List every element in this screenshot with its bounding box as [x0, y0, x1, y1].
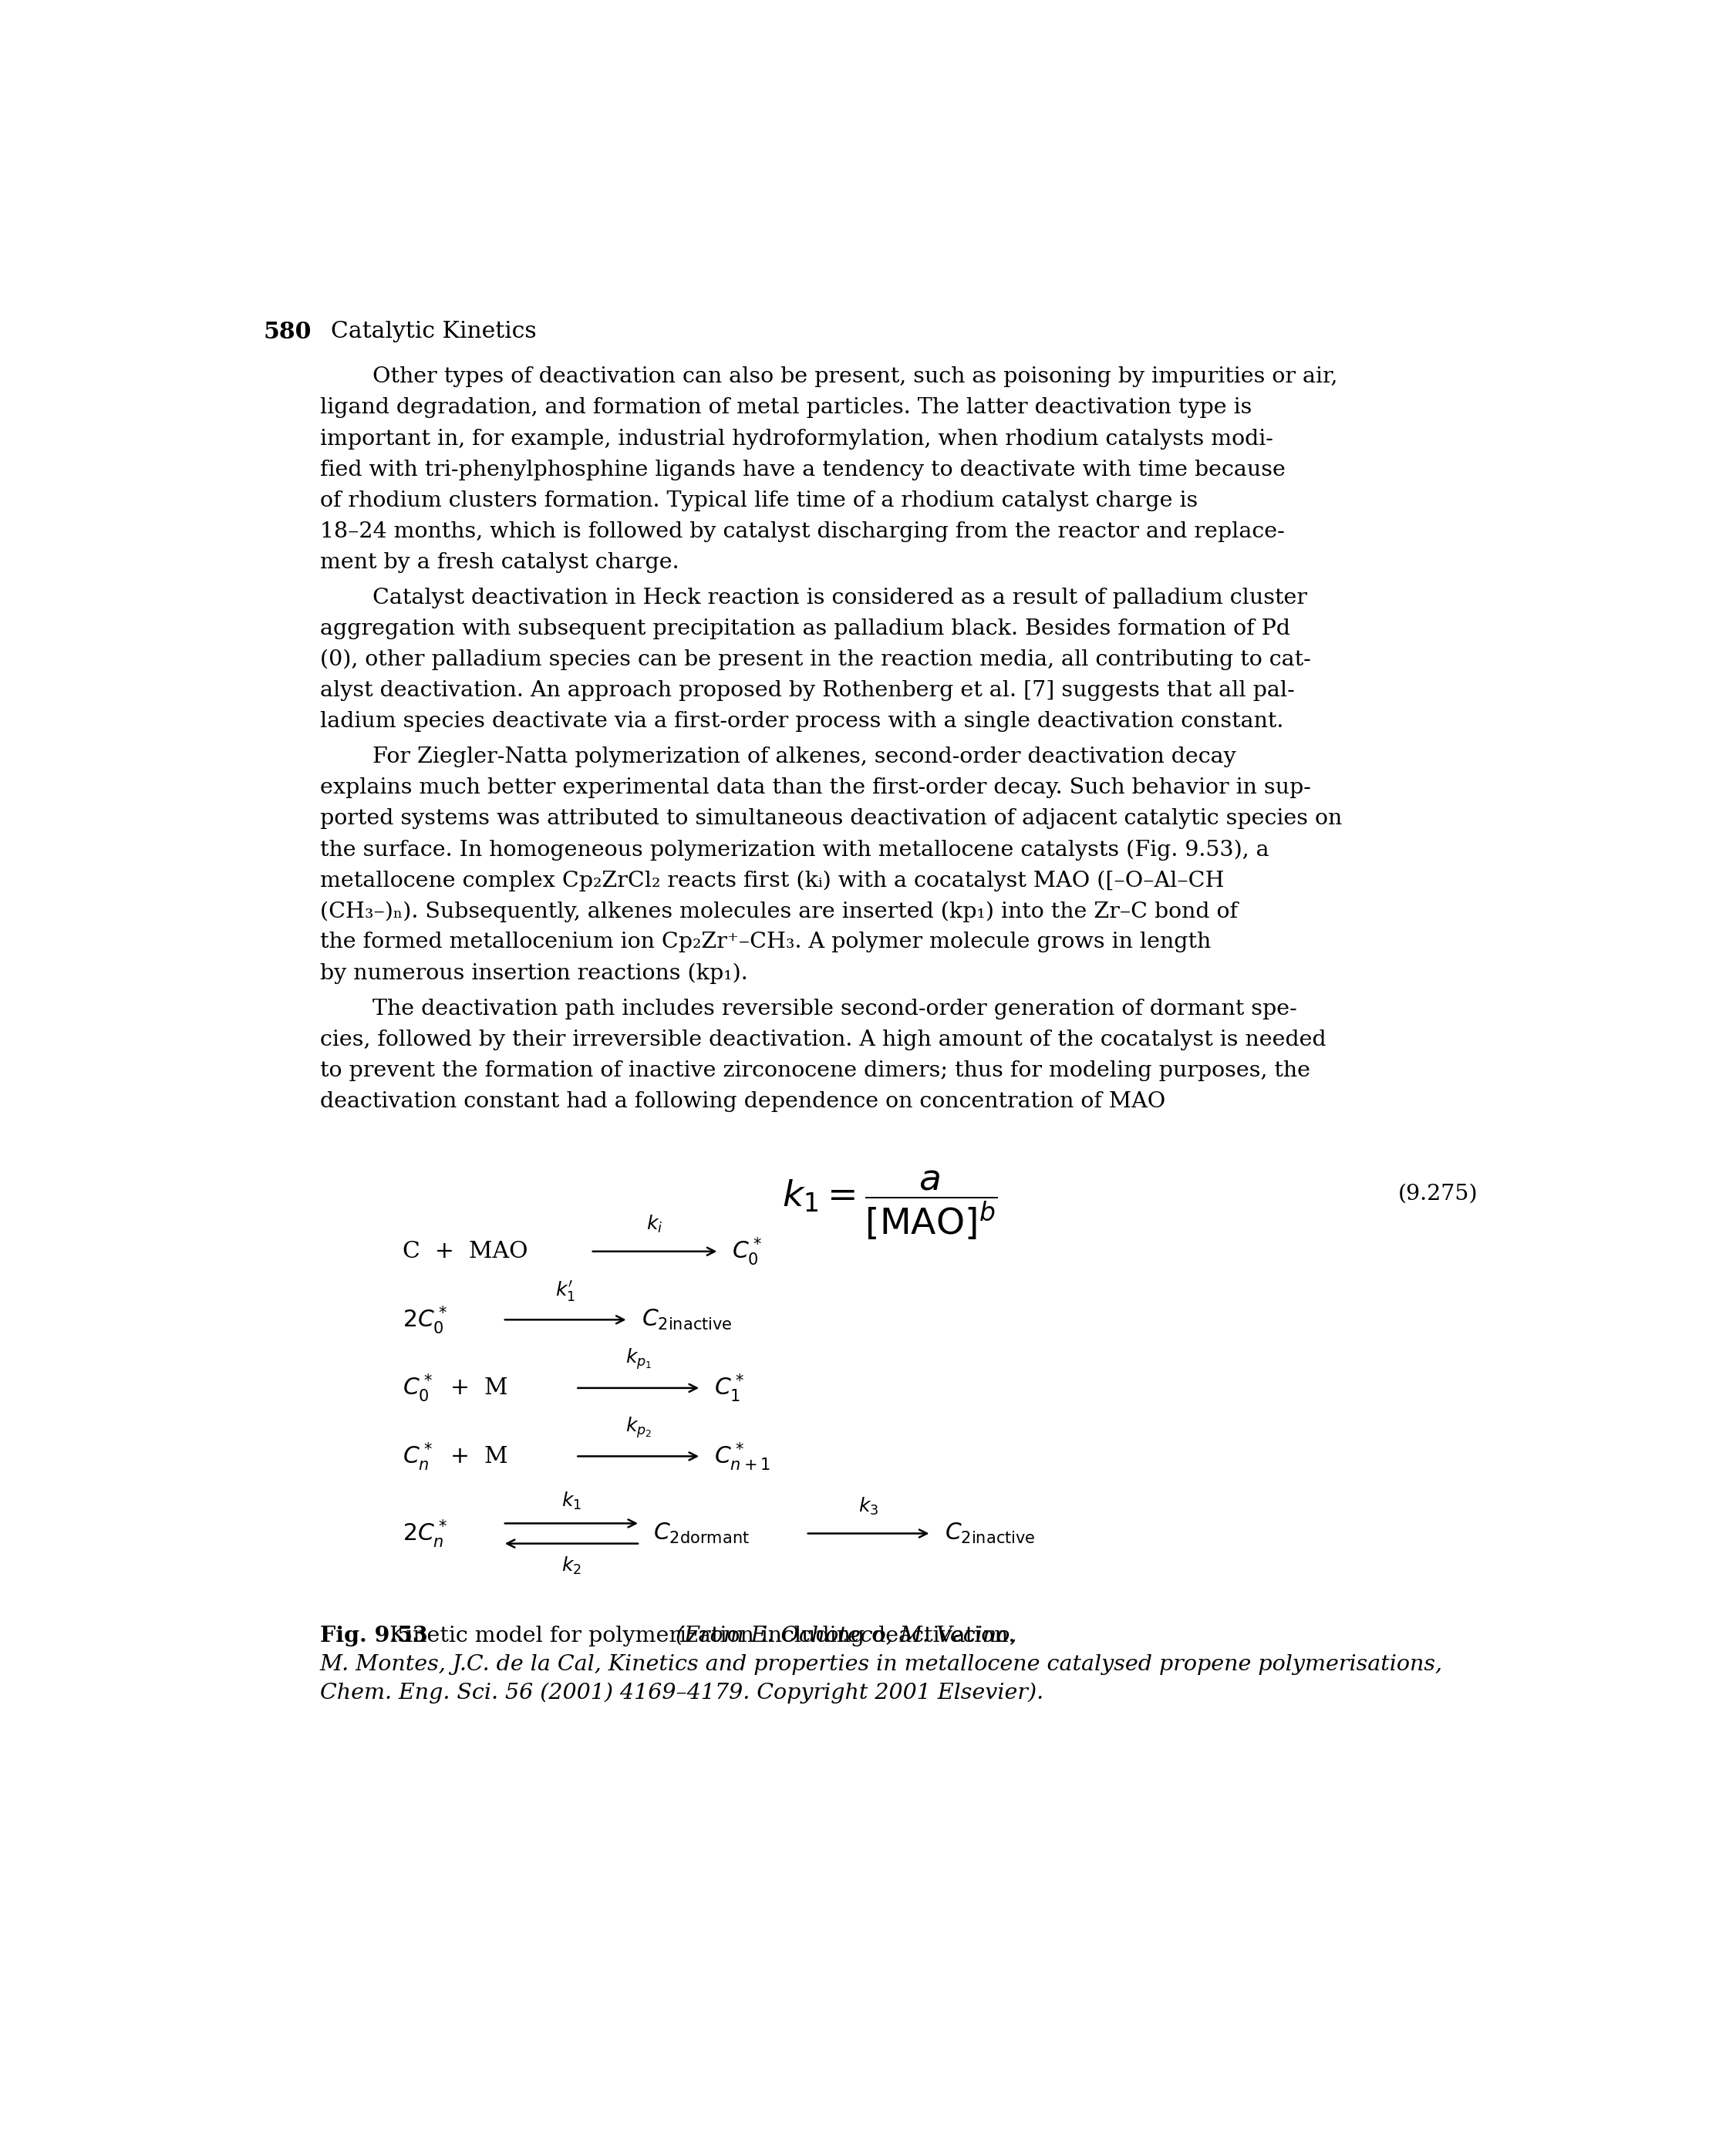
- Text: Catalyst deactivation in Heck reaction is considered as a result of palladium cl: Catalyst deactivation in Heck reaction i…: [373, 589, 1307, 608]
- Text: $C_0^*$: $C_0^*$: [733, 1235, 762, 1267]
- Text: ladium species deactivate via a first-order process with a single deactivation c: ladium species deactivate via a first-or…: [319, 710, 1283, 732]
- Text: by numerous insertion reactions (kp₁).: by numerous insertion reactions (kp₁).: [319, 963, 748, 984]
- Text: $C_{2\mathrm{dormant}}$: $C_{2\mathrm{dormant}}$: [653, 1522, 750, 1545]
- Text: (CH₃–)ₙ). Subsequently, alkenes molecules are inserted (kp₁) into the Zr–C bond : (CH₃–)ₙ). Subsequently, alkenes molecule…: [319, 901, 1238, 922]
- Text: Fig. 9.53: Fig. 9.53: [319, 1626, 427, 1646]
- Text: $C_{2\mathrm{inactive}}$: $C_{2\mathrm{inactive}}$: [641, 1308, 733, 1331]
- Text: cies, followed by their irreversible deactivation. A high amount of the cocataly: cies, followed by their irreversible dea…: [319, 1029, 1326, 1051]
- Text: The deactivation path includes reversible second-order generation of dormant spe: The deactivation path includes reversibl…: [373, 999, 1297, 1019]
- Text: Other types of deactivation can also be present, such as poisoning by impurities: Other types of deactivation can also be …: [373, 366, 1337, 387]
- Text: $k_1 = \dfrac{a}{[\mathrm{MAO}]^b}$: $k_1 = \dfrac{a}{[\mathrm{MAO}]^b}$: [781, 1168, 996, 1241]
- Text: ligand degradation, and formation of metal particles. The latter deactivation ty: ligand degradation, and formation of met…: [319, 398, 1252, 417]
- Text: $C_0^*$  +  M: $C_0^*$ + M: [403, 1372, 507, 1404]
- Text: $2C_n^*$: $2C_n^*$: [403, 1517, 446, 1549]
- Text: $2C_0^*$: $2C_0^*$: [403, 1303, 446, 1335]
- Text: $C_1^*$: $C_1^*$: [713, 1372, 745, 1404]
- Text: Catalytic Kinetics: Catalytic Kinetics: [330, 321, 536, 342]
- Text: $C_n^*$  +  M: $C_n^*$ + M: [403, 1440, 507, 1472]
- Text: 580: 580: [264, 321, 312, 342]
- Text: $k_i$: $k_i$: [646, 1213, 663, 1235]
- Text: fied with tri-phenylphosphine ligands have a tendency to deactivate with time be: fied with tri-phenylphosphine ligands ha…: [319, 460, 1285, 479]
- Text: For Ziegler-Natta polymerization of alkenes, second-order deactivation decay: For Ziegler-Natta polymerization of alke…: [373, 747, 1236, 768]
- Text: Chem. Eng. Sci. 56 (2001) 4169–4179. Copyright 2001 Elsevier).: Chem. Eng. Sci. 56 (2001) 4169–4179. Cop…: [319, 1682, 1043, 1703]
- Text: (9.275): (9.275): [1397, 1183, 1477, 1205]
- Text: $k_{p_2}$: $k_{p_2}$: [625, 1415, 651, 1440]
- Text: to prevent the formation of inactive zirconocene dimers; thus for modeling purpo: to prevent the formation of inactive zir…: [319, 1059, 1311, 1081]
- Text: Kinetic model for polymerization including deactivation.: Kinetic model for polymerization includi…: [382, 1626, 1023, 1646]
- Text: aggregation with subsequent precipitation as palladium black. Besides formation : aggregation with subsequent precipitatio…: [319, 618, 1290, 640]
- Text: ported systems was attributed to simultaneous deactivation of adjacent catalytic: ported systems was attributed to simulta…: [319, 809, 1342, 830]
- Text: (0), other palladium species can be present in the reaction media, all contribut: (0), other palladium species can be pres…: [319, 648, 1311, 670]
- Text: 18–24 months, which is followed by catalyst discharging from the reactor and rep: 18–24 months, which is followed by catal…: [319, 520, 1285, 541]
- Text: $C_{2\mathrm{inactive}}$: $C_{2\mathrm{inactive}}$: [944, 1522, 1035, 1545]
- Text: $k_1$: $k_1$: [561, 1492, 582, 1511]
- Text: important in, for example, industrial hydroformylation, when rhodium catalysts m: important in, for example, industrial hy…: [319, 428, 1272, 449]
- Text: the surface. In homogeneous polymerization with metallocene catalysts (Fig. 9.53: the surface. In homogeneous polymerizati…: [319, 839, 1269, 860]
- Text: the formed metallocenium ion Cp₂Zr⁺–CH₃. A polymer molecule grows in length: the formed metallocenium ion Cp₂Zr⁺–CH₃.…: [319, 931, 1210, 952]
- Text: ment by a fresh catalyst charge.: ment by a fresh catalyst charge.: [319, 552, 679, 574]
- Text: (From E. Ochoteco, M. Vecino,: (From E. Ochoteco, M. Vecino,: [675, 1626, 1017, 1646]
- Text: $C_{n+1}^*$: $C_{n+1}^*$: [713, 1440, 771, 1472]
- Text: explains much better experimental data than the first-order decay. Such behavior: explains much better experimental data t…: [319, 777, 1311, 798]
- Text: $k_3$: $k_3$: [858, 1496, 878, 1517]
- Text: $k_{p_1}$: $k_{p_1}$: [625, 1346, 651, 1372]
- Text: M. Montes, J.C. de la Cal, Kinetics and properties in metallocene catalysed prop: M. Montes, J.C. de la Cal, Kinetics and …: [319, 1654, 1443, 1676]
- Text: $k_1'$: $k_1'$: [556, 1280, 575, 1303]
- Text: alyst deactivation. An approach proposed by Rothenberg et al. [7] suggests that : alyst deactivation. An approach proposed…: [319, 681, 1295, 702]
- Text: $k_2$: $k_2$: [561, 1556, 582, 1577]
- Text: metallocene complex Cp₂ZrCl₂ reacts first (kᵢ) with a cocatalyst MAO ([–O–Al–CH: metallocene complex Cp₂ZrCl₂ reacts firs…: [319, 871, 1224, 890]
- Text: of rhodium clusters formation. Typical life time of a rhodium catalyst charge is: of rhodium clusters formation. Typical l…: [319, 490, 1198, 511]
- Text: deactivation constant had a following dependence on concentration of MAO: deactivation constant had a following de…: [319, 1091, 1165, 1113]
- Text: C  +  MAO: C + MAO: [403, 1241, 528, 1263]
